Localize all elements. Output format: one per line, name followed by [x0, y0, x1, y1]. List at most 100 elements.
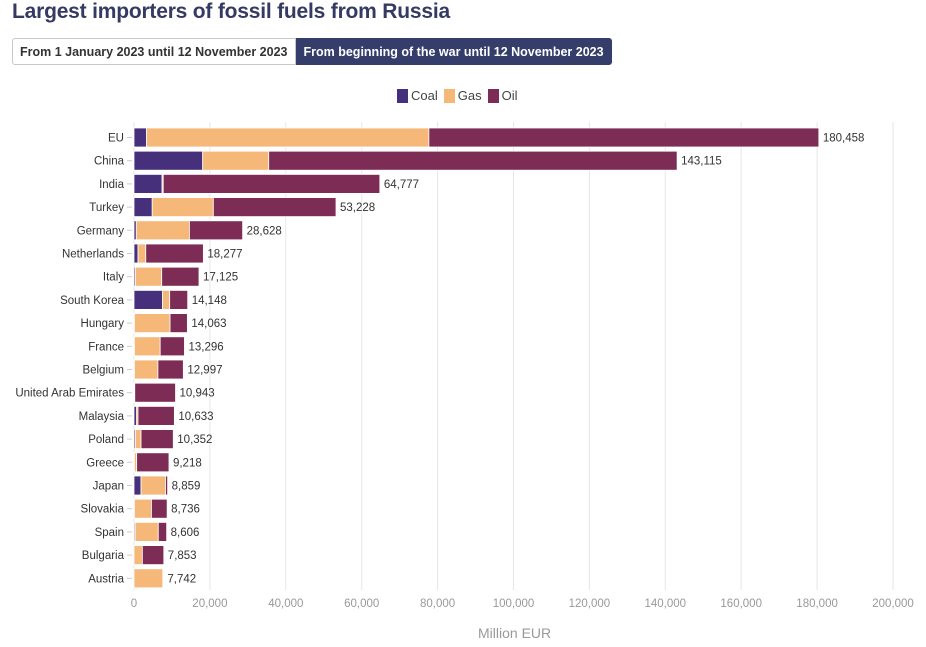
category-label: Greece [86, 457, 124, 469]
category-label: EU [108, 133, 124, 145]
bar-segment-oil [428, 127, 820, 148]
bar-segment-coal [133, 127, 147, 148]
category-label: Malaysia [79, 411, 125, 423]
total-label: 12,997 [187, 365, 222, 377]
gas-swatch [443, 88, 455, 103]
total-label: 7,853 [168, 550, 197, 562]
total-label: 180,458 [823, 133, 865, 145]
x-tick-label: 20,000 [192, 598, 227, 610]
total-label: 10,943 [180, 388, 215, 400]
total-label: 28,628 [247, 225, 282, 237]
category-label: Belgium [82, 365, 124, 377]
bar-segment-oil [141, 545, 165, 565]
total-label: 64,777 [384, 179, 419, 191]
bar-segment-oil [165, 475, 169, 496]
bar-segment-gas [133, 498, 152, 519]
bar-segment-coal [133, 150, 204, 171]
category-label: Turkey [89, 202, 124, 214]
period-toggle: From 1 January 2023 until 12 November 20… [12, 38, 612, 65]
bar-segment-coal [133, 475, 142, 496]
category-label: France [88, 341, 124, 353]
category-label: Bulgaria [82, 550, 125, 562]
category-label: Poland [88, 434, 124, 446]
bar-segment-gas [162, 289, 171, 310]
legend-item-coal[interactable]: Coal [397, 88, 438, 103]
period-2023-button[interactable]: From 1 January 2023 until 12 November 20… [12, 38, 296, 65]
x-tick-label: 160,000 [720, 598, 762, 610]
coal-swatch [397, 88, 408, 103]
category-label: United Arab Emirates [15, 388, 124, 400]
legend: Coal Gas Oil [397, 88, 517, 103]
category-label: Spain [95, 527, 124, 539]
x-tick-label: 140,000 [645, 598, 687, 610]
category-label: Japan [93, 481, 124, 493]
x-tick-label: 60,000 [344, 598, 379, 610]
category-label: Germany [77, 225, 125, 237]
bar-segment-oil [140, 429, 174, 450]
x-tick-label: 120,000 [569, 598, 611, 610]
bar-segment-gas [133, 313, 171, 334]
total-label: 53,228 [340, 202, 375, 214]
bar-segment-oil [159, 336, 185, 357]
x-tick-label: 100,000 [493, 598, 535, 610]
total-label: 143,115 [681, 156, 722, 168]
period-war-button[interactable]: From beginning of the war until 12 Novem… [295, 38, 612, 65]
total-label: 14,148 [192, 295, 227, 307]
legend-label: Coal [411, 88, 438, 103]
total-label: 17,125 [203, 272, 238, 284]
bar-segment-oil [169, 289, 189, 310]
bar-segment-oil [134, 382, 176, 403]
bar-segment-gas [135, 220, 190, 241]
bar-segment-coal [133, 289, 163, 310]
category-label: Hungary [81, 318, 125, 330]
x-tick-label: 180,000 [796, 598, 838, 610]
x-tick-label: 80,000 [420, 598, 455, 610]
bar-segment-gas [146, 127, 430, 148]
bar-segment-gas [151, 197, 214, 218]
bar-segment-oil [162, 568, 164, 589]
total-label: 8,736 [171, 504, 200, 516]
total-label: 18,277 [207, 249, 242, 261]
total-label: 14,063 [191, 318, 226, 330]
category-label: Austria [88, 573, 124, 585]
legend-label: Gas [457, 88, 482, 103]
chart-title: Largest importers of fossil fuels from R… [12, 0, 450, 23]
bar-segment-oil [136, 452, 170, 473]
total-label: 10,633 [178, 411, 213, 423]
x-tick-label: 200,000 [872, 598, 914, 610]
legend-label: Oil [501, 88, 518, 103]
bar-segment-gas [133, 568, 164, 589]
category-label: China [94, 156, 125, 168]
bar-segment-oil [169, 313, 188, 334]
category-label: South Korea [60, 295, 125, 307]
total-label: 8,859 [172, 481, 201, 493]
bar-segment-oil [162, 173, 381, 194]
total-label: 13,296 [188, 341, 223, 353]
legend-item-gas[interactable]: Gas [443, 88, 482, 103]
bar-segment-oil [212, 197, 337, 218]
bar-segment-oil [161, 266, 200, 287]
bar-segment-gas [133, 336, 161, 357]
oil-swatch [487, 88, 499, 103]
legend-item-oil[interactable]: Oil [487, 88, 518, 103]
total-label: 7,742 [167, 573, 196, 585]
bar-segment-gas [140, 475, 166, 496]
bar-segment-oil [268, 150, 678, 171]
category-label: Italy [103, 272, 124, 284]
category-label: Netherlands [62, 249, 124, 261]
bar-segment-oil [157, 359, 184, 380]
bar-segment-gas [202, 150, 270, 171]
bar-segment-oil [151, 498, 168, 519]
bar-segment-gas [134, 522, 159, 542]
bar-segment-oil [145, 243, 204, 264]
bar-segment-coal [133, 243, 139, 264]
bar-segment-coal [133, 197, 153, 218]
bar-segment-gas [133, 545, 143, 565]
bar-segment-oil [189, 220, 244, 241]
x-tick-label: 40,000 [268, 598, 303, 610]
bar-segment-gas [137, 243, 147, 264]
x-tick-label: 0 [131, 598, 137, 610]
total-label: 8,606 [171, 527, 200, 539]
bar-segment-gas [134, 429, 142, 450]
